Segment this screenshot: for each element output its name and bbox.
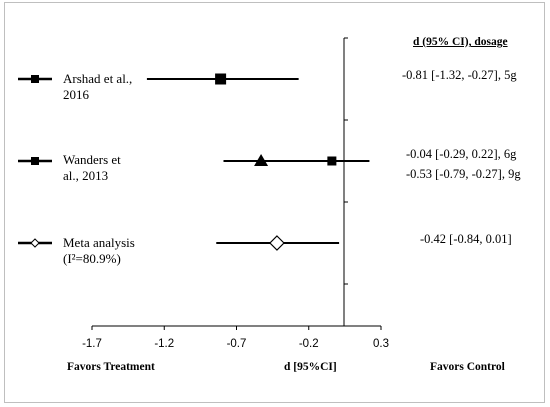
legend-key-marker	[31, 75, 39, 83]
legend-key-marker	[31, 157, 39, 165]
x-axis-title: d [95%CI]	[284, 361, 337, 373]
point-estimate-diamond	[269, 235, 285, 251]
study-label-meta: Meta analysis (I²=80.9%)	[63, 235, 135, 266]
study-label-wanders: Wanders et al., 2013	[63, 152, 121, 183]
ci-text-wanders-6g: -0.04 [-0.29, 0.22], 6g	[406, 147, 517, 161]
point-estimate-square	[327, 156, 337, 166]
ci-text-wanders-9g: -0.53 [-0.79, -0.27], 9g	[406, 167, 521, 181]
x-tick-label: 0.3	[373, 338, 389, 350]
favors-control-label: Favors Control	[430, 361, 505, 373]
chart-frame	[4, 2, 545, 403]
x-tick-label: -1.2	[154, 338, 174, 350]
ci-text-meta: -0.42 [-0.84, 0.01]	[420, 232, 512, 246]
favors-treatment-label: Favors Treatment	[67, 361, 155, 373]
study-label-arshad: Arshad et al., 2016	[63, 71, 133, 102]
x-tick-label: -0.2	[299, 338, 319, 350]
legend-key-marker	[30, 238, 40, 248]
x-tick-label: -1.7	[82, 338, 102, 350]
ci-column-header: d (95% CI), dosage	[413, 36, 508, 48]
point-estimate-triangle	[254, 154, 269, 166]
ci-text-arshad-5g: -0.81 [-1.32, -0.27], 5g	[402, 68, 517, 82]
point-estimate-square	[215, 73, 227, 85]
x-tick-label: -0.7	[227, 338, 247, 350]
